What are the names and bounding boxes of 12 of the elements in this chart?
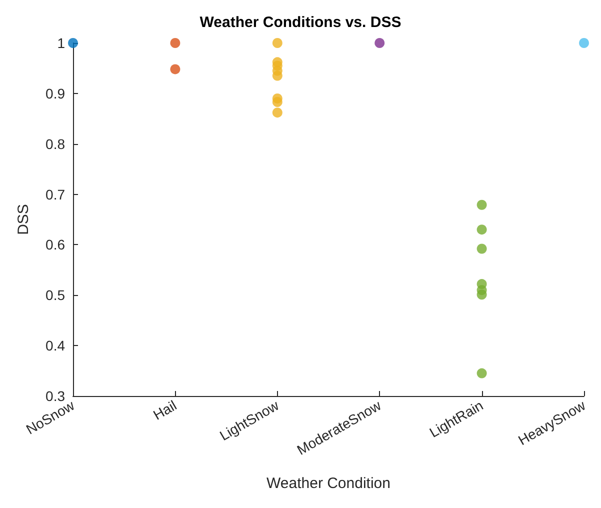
x-tick-label: Hail xyxy=(150,397,180,423)
y-tick-label: 0.4 xyxy=(46,338,66,354)
y-tick-label: 0.6 xyxy=(46,236,66,253)
y-tick-label: 0.7 xyxy=(46,186,66,202)
y-tick-label: 0.3 xyxy=(46,388,66,404)
y-tick-label: 0.9 xyxy=(46,85,66,102)
y-axis-title: DSS xyxy=(15,204,32,235)
x-axis-title: Weather Condition xyxy=(266,475,390,492)
y-tick-label: 0.8 xyxy=(46,136,66,152)
y-tick-label: 0.5 xyxy=(46,287,66,304)
chart-title: Weather Conditions vs. DSS xyxy=(200,14,402,31)
y-tick-label: 1 xyxy=(57,35,66,51)
